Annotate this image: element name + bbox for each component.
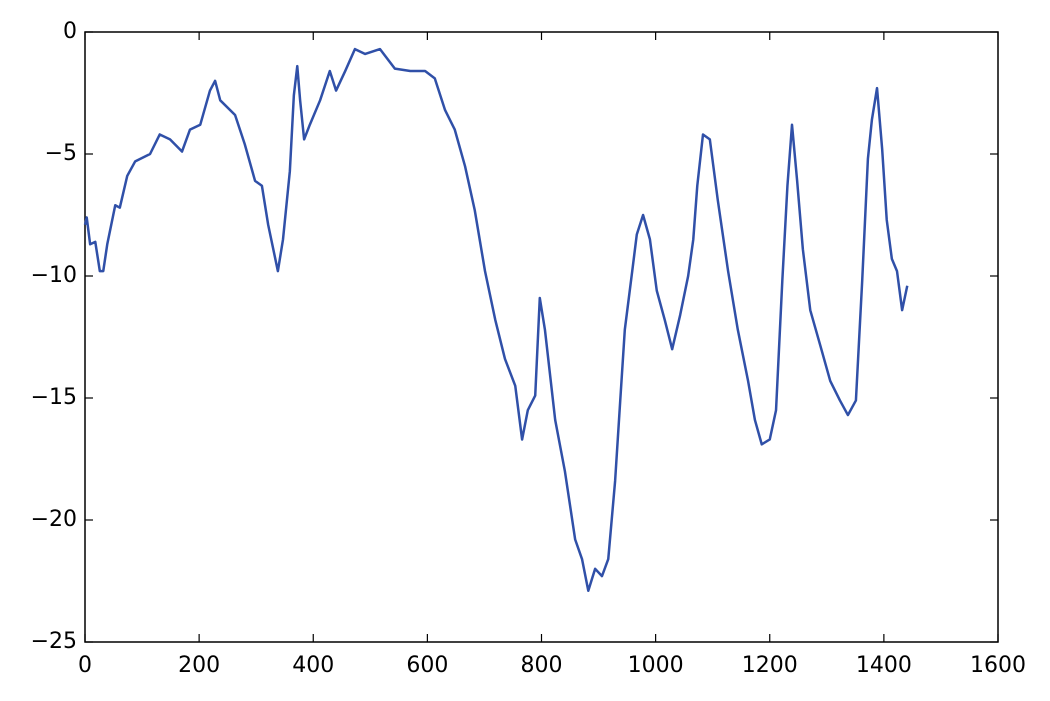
x-tick-label: 1400 <box>856 653 912 678</box>
x-tick-label: 200 <box>178 653 220 678</box>
x-tick-label: 400 <box>292 653 334 678</box>
x-tick-label: 1600 <box>970 653 1026 678</box>
x-tick-label: 800 <box>521 653 563 678</box>
x-tick-label: 0 <box>78 653 92 678</box>
y-tick-label: −10 <box>31 263 77 288</box>
x-tick-label: 1200 <box>742 653 798 678</box>
y-tick-label: −20 <box>31 507 77 532</box>
y-tick-label: 0 <box>63 19 77 44</box>
plot-frame <box>84 31 999 643</box>
data-line <box>83 47 909 593</box>
y-tick-label: −15 <box>31 385 77 410</box>
y-tick-label: −5 <box>45 141 77 166</box>
x-tick-label: 600 <box>406 653 448 678</box>
x-tick-label: 1000 <box>628 653 684 678</box>
y-tick-label: −25 <box>31 629 77 654</box>
